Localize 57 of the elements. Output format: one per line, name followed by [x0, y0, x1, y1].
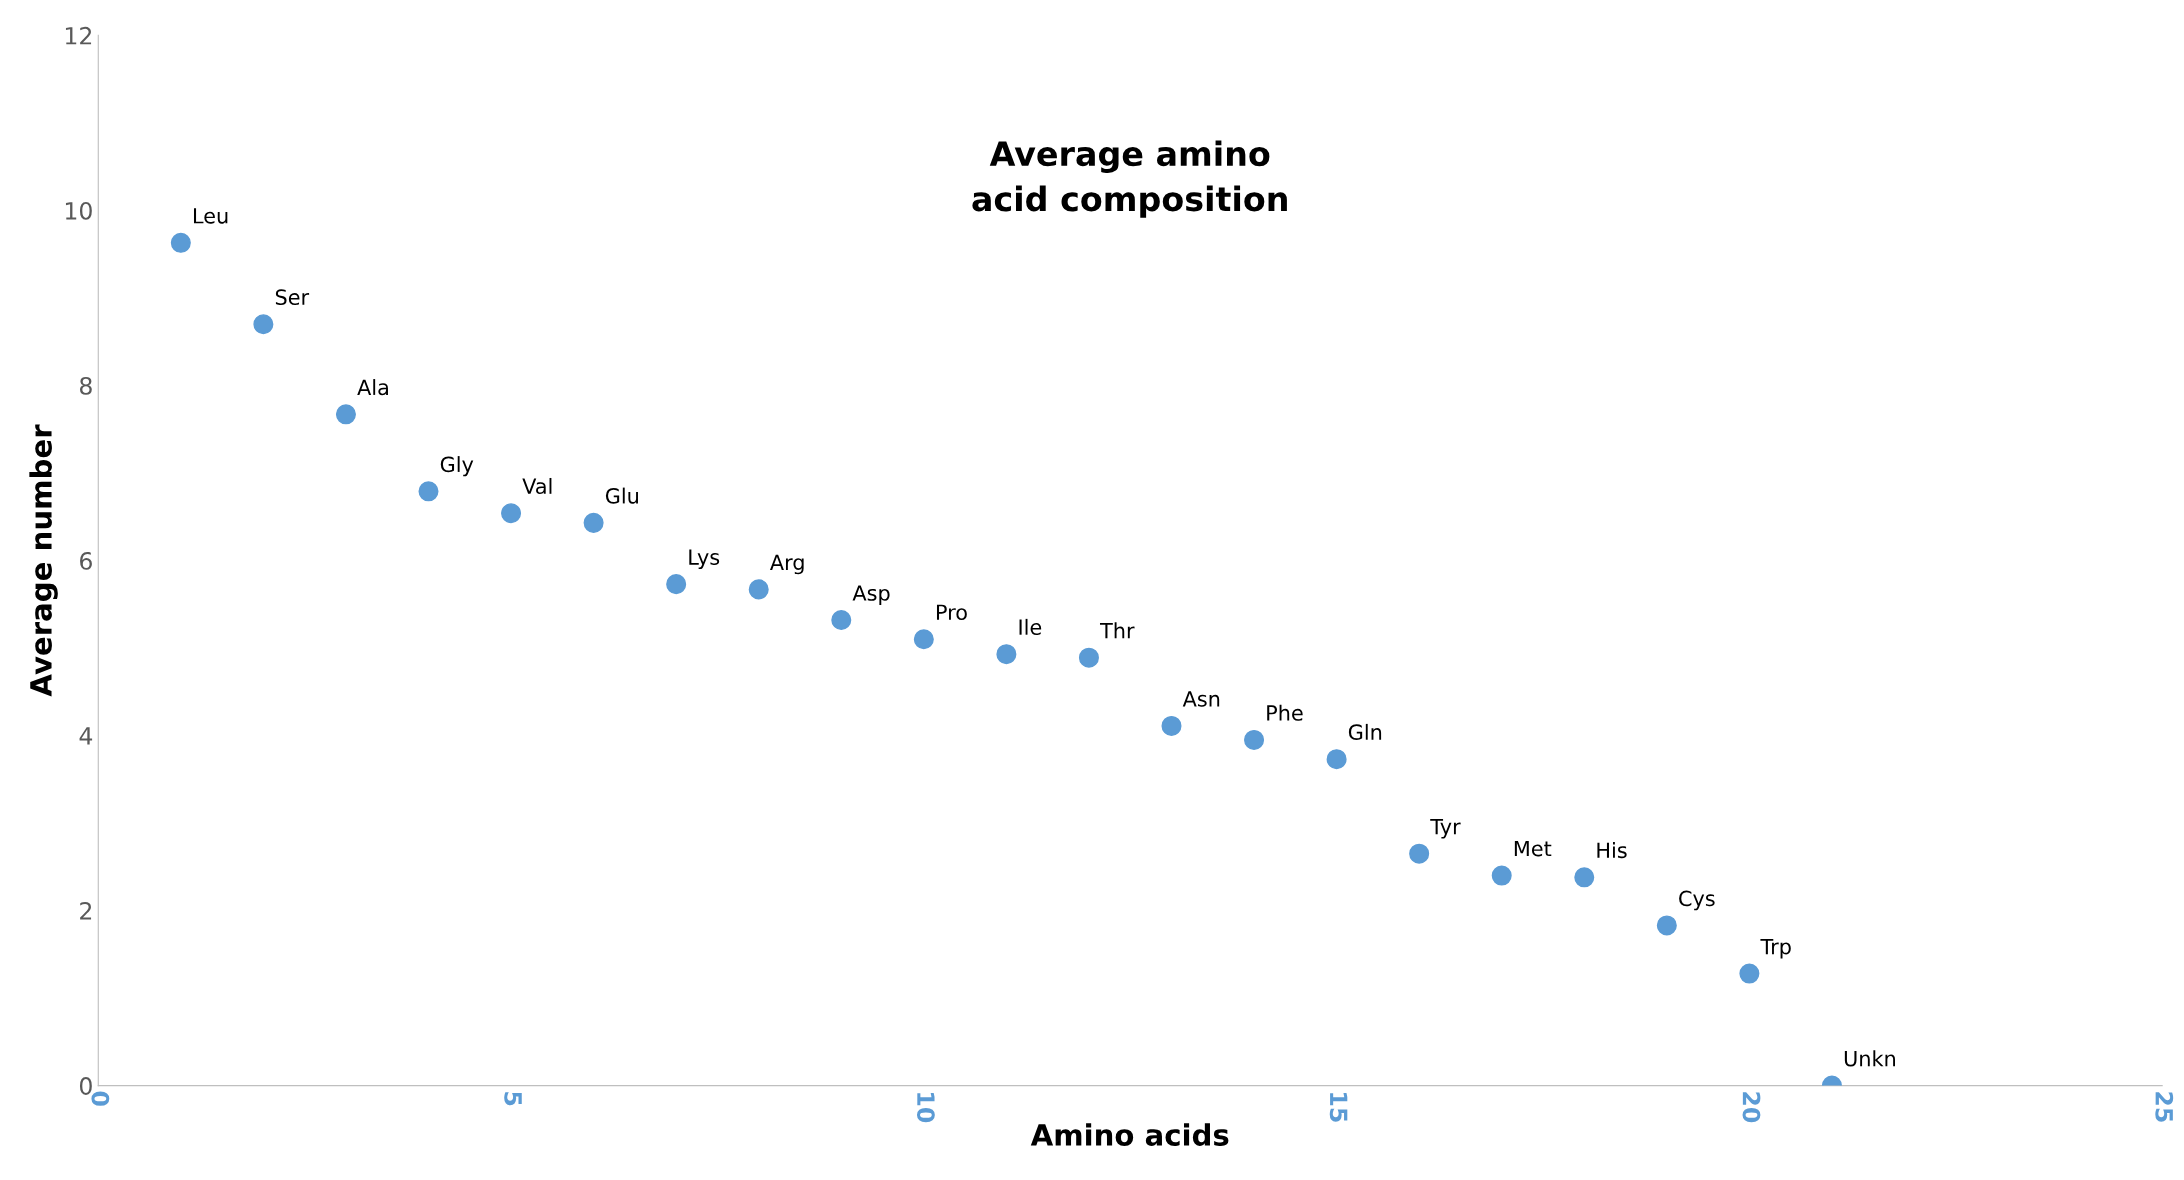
point: [1409, 843, 1430, 864]
text: Average amino acid composition: [972, 140, 1287, 218]
x-tick-label: 0: [91, 1091, 110, 1106]
annotation: Met: [1514, 840, 1552, 857]
annotation: Thr: [1099, 622, 1135, 639]
annotation: Val: [522, 477, 552, 495]
point: [666, 574, 687, 595]
y-tick-label: 10: [65, 201, 92, 220]
y-tick-label: 4: [79, 727, 93, 745]
point: [1574, 867, 1595, 888]
y-tick-label: 0: [79, 1077, 92, 1095]
annotation: Trp: [1760, 938, 1791, 959]
y-axis-title: Average number: [29, 424, 58, 697]
annotation: Glu: [605, 487, 638, 504]
annotation: Arg: [770, 554, 804, 575]
annotation: Gln: [1348, 723, 1382, 741]
y-tick-label: 8: [80, 376, 92, 395]
point: [996, 644, 1017, 665]
y-tick-label: 12: [65, 26, 92, 45]
point: [1491, 865, 1512, 886]
point: [1161, 715, 1182, 736]
y-tick-label: 6: [80, 551, 92, 570]
point: [418, 481, 439, 502]
annotation: Pro: [936, 604, 967, 621]
point: [1078, 647, 1099, 668]
x-tick-label: 20: [1742, 1092, 1761, 1123]
annotation: Tyr: [1430, 819, 1461, 839]
point: [1656, 915, 1677, 936]
point: [253, 314, 274, 335]
x-tick-label: 5: [504, 1092, 522, 1106]
x-tick-label: 10: [916, 1093, 935, 1123]
x-tick-label: 15: [1329, 1093, 1348, 1122]
x-axis-title: Amino acids: [1030, 1123, 1229, 1146]
annotation: Asp: [852, 585, 890, 605]
annotation: His: [1597, 842, 1627, 859]
annotation: Asn: [1182, 691, 1220, 707]
point: [748, 579, 769, 600]
annotation: Ala: [357, 379, 388, 396]
point: [1244, 729, 1265, 750]
point: [1739, 963, 1760, 984]
annotation: Ser: [275, 289, 310, 306]
annotation: Lys: [689, 549, 720, 570]
annotation: Gly: [440, 456, 474, 477]
annotation: Unkn: [1844, 1050, 1895, 1067]
point: [170, 232, 191, 253]
point: [1326, 749, 1347, 770]
annotation: Ile: [1019, 618, 1042, 635]
annotation: Cys: [1679, 890, 1715, 911]
point: [913, 629, 934, 650]
point: [335, 404, 356, 425]
annotation: Phe: [1267, 704, 1303, 721]
y-tick-label: 2: [80, 902, 92, 920]
x-tick-label: 25: [2155, 1092, 2174, 1122]
point: [831, 609, 852, 631]
point: [583, 512, 604, 533]
point: [501, 503, 522, 524]
annotation: Leu: [193, 208, 228, 224]
